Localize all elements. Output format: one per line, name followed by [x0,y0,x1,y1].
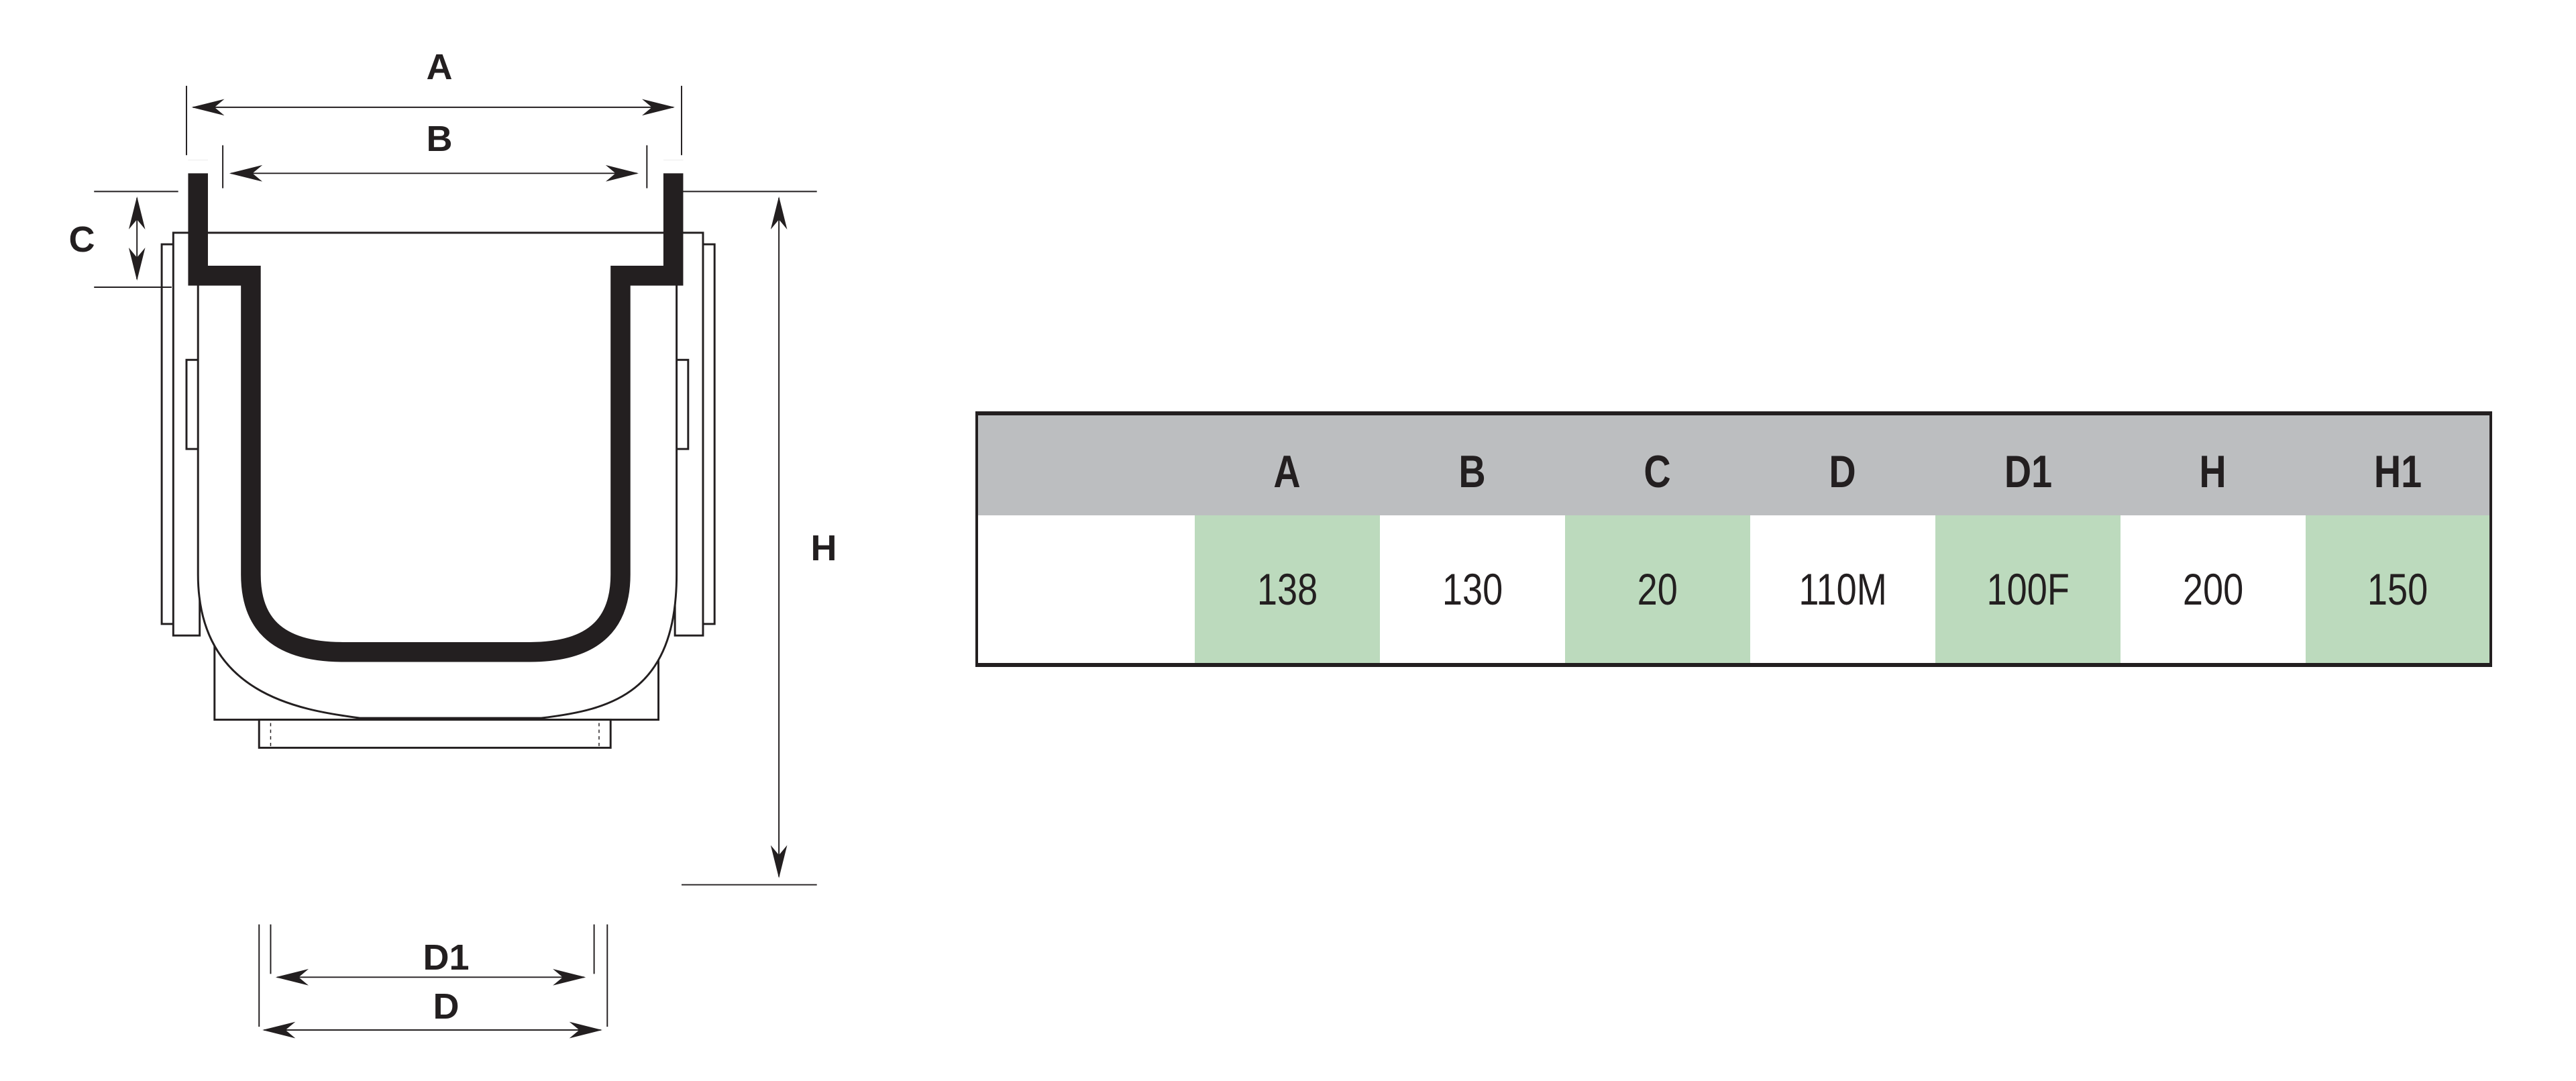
header-c: C [1565,413,1750,515]
header-a: A [1195,413,1380,515]
table-row: 138 130 20 110M 100F 200 150 [977,515,2491,665]
cell-empty [977,515,1195,665]
label-d: D [433,986,460,1027]
spigot-outlet [258,719,612,749]
cell-b: 130 [1442,564,1503,614]
label-b: B [427,119,453,159]
cell-h: 200 [2182,564,2244,614]
cell-a: 138 [1195,515,1380,665]
label-c: C [69,219,95,260]
cell-d: 110M [1799,564,1887,614]
header-h: H [2121,413,2306,515]
channel-liner [188,160,684,662]
header-d: D [1750,413,1935,515]
cell-d1: 100F [1935,515,2121,665]
left-flange [160,231,201,637]
dimensions-table: A B C D D1 H H1 138 130 20 110M 100F 200… [975,411,2492,667]
header-h1: H1 [2306,413,2491,515]
label-a: A [427,47,453,87]
label-h: H [811,528,837,568]
header-b: B [1380,413,1565,515]
label-d1: D1 [423,937,469,978]
right-flange [674,231,716,637]
header-empty [977,413,1195,515]
table-header-row: A B C D D1 H H1 [977,413,2491,515]
channel-body [197,231,678,719]
header-d1: D1 [1935,413,2121,515]
cell-c: 20 [1565,515,1750,665]
cell-h1: 150 [2306,515,2491,665]
